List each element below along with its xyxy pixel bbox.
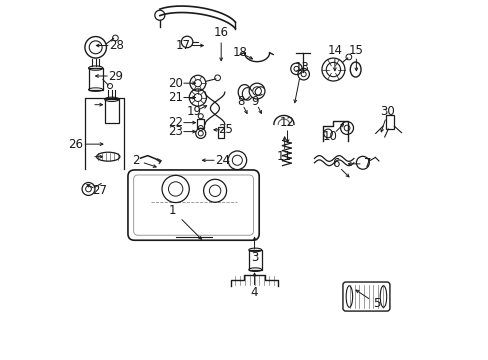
Text: 9: 9 bbox=[251, 95, 259, 108]
Text: 4: 4 bbox=[250, 287, 258, 300]
Text: 29: 29 bbox=[108, 69, 122, 82]
Text: 28: 28 bbox=[108, 39, 123, 52]
Text: 26: 26 bbox=[68, 138, 82, 150]
Text: 30: 30 bbox=[380, 105, 394, 118]
Bar bbox=[88, 68, 102, 90]
Bar bbox=[248, 250, 261, 270]
Text: 22: 22 bbox=[168, 116, 183, 129]
Text: 5: 5 bbox=[372, 297, 379, 310]
Text: 1: 1 bbox=[169, 204, 176, 217]
Bar bbox=[104, 99, 119, 123]
Text: 19: 19 bbox=[186, 105, 202, 118]
Text: 10: 10 bbox=[323, 130, 337, 144]
Bar bbox=[218, 127, 224, 138]
Text: 23: 23 bbox=[168, 125, 183, 138]
Text: 6: 6 bbox=[331, 157, 339, 170]
Text: 25: 25 bbox=[218, 123, 233, 136]
Text: 7: 7 bbox=[364, 157, 371, 170]
Bar bbox=[385, 116, 394, 129]
Bar bbox=[197, 119, 204, 128]
Text: 18: 18 bbox=[232, 46, 247, 59]
Text: 27: 27 bbox=[92, 184, 106, 197]
Text: 3: 3 bbox=[250, 251, 258, 264]
Text: 24: 24 bbox=[214, 154, 229, 167]
Text: 16: 16 bbox=[213, 27, 228, 40]
Text: 20: 20 bbox=[168, 77, 183, 90]
Text: 2: 2 bbox=[132, 154, 140, 167]
Text: 11: 11 bbox=[277, 150, 291, 163]
Text: 12: 12 bbox=[280, 116, 294, 129]
Text: 15: 15 bbox=[348, 44, 363, 57]
Text: 17: 17 bbox=[176, 39, 191, 52]
Text: 14: 14 bbox=[326, 44, 342, 57]
Text: 21: 21 bbox=[168, 91, 183, 104]
Text: 8: 8 bbox=[237, 95, 244, 108]
Text: 13: 13 bbox=[294, 60, 309, 73]
